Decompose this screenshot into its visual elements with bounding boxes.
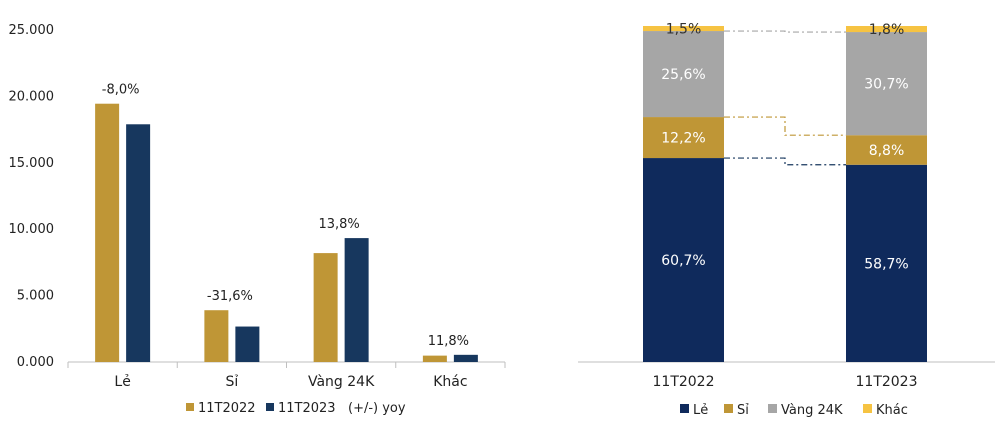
legend-label: Khác [876, 403, 908, 418]
x-tick-label: Lẻ [114, 374, 130, 390]
segment-label: 12,2% [661, 131, 705, 147]
y-tick-label: 10.000 [9, 222, 55, 237]
x-tick-label: 11T2022 [653, 374, 715, 390]
connector-line [724, 157, 846, 166]
segment-label: 1,8% [869, 22, 905, 38]
segment-label: 58,7% [864, 256, 908, 272]
bar-11T2023 [235, 326, 260, 362]
stack-segment-Vàng 24K [643, 31, 724, 118]
legend-label: 11T2022 [198, 401, 256, 416]
x-tick-label: 11T2023 [856, 374, 918, 390]
bar-11T2023 [344, 238, 369, 362]
legend-swatch [724, 404, 733, 413]
segment-label: 1,5% [666, 22, 702, 38]
legend-swatch [863, 404, 872, 413]
yoy-annotation: -8,0% [102, 83, 140, 98]
bar-11T2022 [95, 103, 120, 362]
yoy-annotation: 13,8% [318, 217, 359, 232]
y-tick-label: 0.000 [17, 355, 54, 370]
segment-label: 8,8% [869, 143, 905, 159]
y-tick-label: 25.000 [9, 23, 55, 38]
legend-swatch [266, 403, 274, 411]
y-tick-label: 15.000 [9, 156, 55, 171]
legend-swatch [768, 404, 777, 413]
stack-segment-Sỉ [846, 135, 927, 165]
stack-segment-Vàng 24K [846, 32, 927, 136]
legend-label: Vàng 24K [781, 403, 843, 418]
y-tick-label: 5.000 [17, 289, 54, 304]
x-tick-label: Vàng 24K [308, 374, 375, 390]
legend-label: Lẻ [693, 403, 708, 418]
yoy-annotation: -31,6% [207, 289, 253, 304]
y-tick-label: 20.000 [9, 89, 55, 104]
stack-segment-Khác [846, 26, 927, 33]
x-tick-label: Khác [433, 374, 467, 390]
connector-line [724, 116, 846, 136]
legend-label: (+/-) yoy [348, 401, 406, 416]
legend-swatch [680, 404, 689, 413]
connector-line [724, 30, 846, 33]
bar-11T2022 [313, 253, 338, 362]
bar-11T2022 [422, 355, 447, 362]
stack-segment-Khác [643, 26, 724, 32]
x-tick-label: Sỉ [225, 374, 238, 390]
bar-11T2023 [453, 354, 478, 362]
yoy-annotation: 11,8% [428, 334, 469, 349]
stack-segment-Lẻ [643, 158, 724, 362]
bar-11T2023 [126, 124, 151, 363]
bar-11T2022 [204, 310, 229, 362]
stack-segment-Lẻ [846, 164, 927, 362]
legend-label: Sỉ [737, 403, 749, 418]
legend-label: 11T2023 [278, 401, 336, 416]
segment-label: 30,7% [864, 77, 908, 93]
stack-segment-Sỉ [643, 117, 724, 159]
segment-label: 60,7% [661, 253, 705, 269]
segment-label: 25,6% [661, 67, 705, 83]
legend-swatch [186, 403, 194, 411]
